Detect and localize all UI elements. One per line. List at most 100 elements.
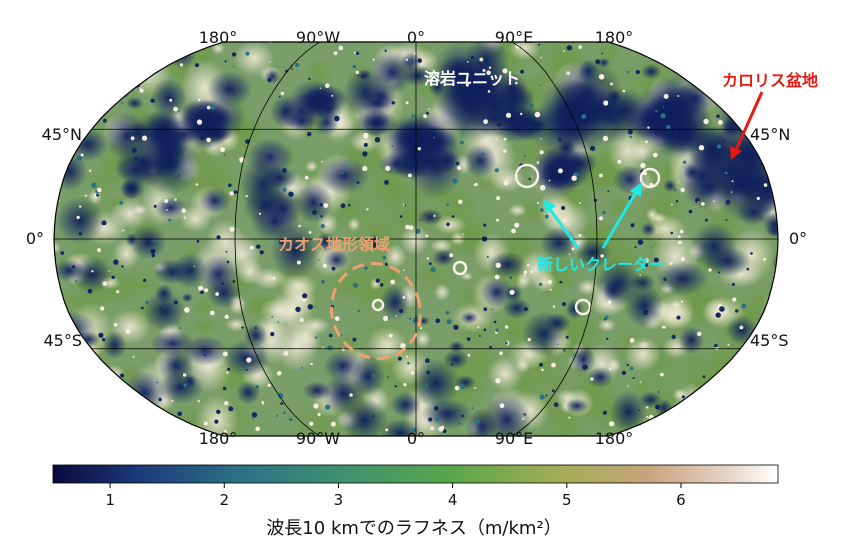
crater-speck	[267, 78, 272, 82]
crater-speck	[224, 401, 229, 406]
crater-speck	[61, 50, 65, 55]
crater-speck	[280, 91, 285, 96]
texture-blob	[157, 370, 204, 404]
texture-blob	[112, 42, 137, 54]
crater-speck	[718, 64, 724, 70]
crater-speck	[780, 410, 783, 413]
texture-blob	[402, 64, 434, 87]
crater-speck	[743, 42, 749, 46]
crater-speck	[713, 200, 715, 202]
crater-speck	[220, 147, 225, 153]
crater-speck	[134, 74, 137, 77]
crater-speck	[522, 417, 525, 420]
crater-speck	[159, 307, 162, 310]
crater-speck	[203, 354, 206, 357]
crater-speck	[356, 181, 360, 184]
crater-speck	[488, 66, 492, 69]
crater-speck	[64, 404, 68, 408]
crater-speck	[343, 367, 346, 369]
caloris-basin-label: カロリス盆地	[722, 71, 818, 90]
crater-speck	[732, 297, 737, 302]
crater-speck	[307, 132, 312, 137]
right-lat-label: 0°	[789, 229, 807, 248]
texture-blob	[347, 217, 361, 232]
crater-speck	[775, 188, 778, 192]
crater-speck	[663, 325, 666, 329]
crater-speck	[539, 84, 541, 87]
crater-speck	[228, 183, 232, 187]
crater-speck	[221, 282, 224, 285]
crater-speck	[216, 111, 219, 114]
crater-speck	[561, 206, 566, 210]
crater-speck	[746, 332, 749, 335]
crater-speck	[81, 332, 84, 335]
crater-speck	[680, 187, 685, 193]
crater-speck	[773, 423, 776, 426]
crater-speck	[339, 239, 341, 241]
crater-speck	[495, 262, 501, 268]
crater-speck	[199, 135, 205, 141]
crater-speck	[638, 409, 641, 412]
crater-speck	[363, 142, 368, 147]
crater-speck	[256, 244, 261, 249]
crater-speck	[535, 133, 537, 135]
crater-speck	[288, 191, 294, 197]
crater-speck	[121, 101, 123, 104]
crater-speck	[307, 304, 313, 310]
top-lon-label: 180°	[595, 28, 634, 47]
crater-speck	[372, 58, 375, 61]
texture-blob	[365, 83, 397, 109]
crater-speck	[483, 328, 487, 332]
crater-speck	[582, 364, 588, 370]
crater-speck	[627, 129, 633, 135]
texture-blob	[150, 78, 187, 118]
crater-speck	[782, 97, 786, 101]
crater-speck	[494, 168, 499, 173]
crater-speck	[384, 262, 388, 266]
crater-speck	[198, 98, 201, 102]
crater-speck	[487, 90, 491, 93]
texture-blob	[701, 382, 726, 403]
crater-speck	[452, 178, 458, 184]
crater-ring	[452, 260, 468, 276]
crater-speck	[677, 95, 680, 97]
crater-speck	[548, 179, 551, 182]
texture-blob	[87, 42, 134, 60]
crater-speck	[91, 270, 94, 273]
crater-speck	[143, 278, 147, 282]
crater-speck	[405, 58, 409, 61]
crater-speck	[269, 61, 271, 63]
crater-speck	[280, 402, 284, 405]
texture-blob	[577, 279, 599, 296]
crater-speck	[697, 201, 699, 203]
crater-speck	[645, 140, 648, 144]
crater-speck	[666, 125, 671, 130]
crater-speck	[59, 200, 61, 202]
crater-speck	[453, 324, 459, 330]
crater-speck	[387, 376, 389, 378]
crater-speck	[319, 203, 324, 207]
texture-blob	[88, 42, 119, 63]
crater-speck	[117, 402, 122, 407]
crater-speck	[600, 254, 604, 258]
crater-speck	[715, 312, 721, 318]
texture-blob	[542, 157, 580, 192]
texture-blob	[138, 53, 155, 72]
crater-speck	[708, 255, 710, 257]
texture-blob	[719, 361, 778, 409]
texture-blob	[779, 370, 792, 383]
crater-speck	[426, 111, 429, 115]
colorbar-tick-label: 6	[676, 491, 686, 509]
texture-blob	[757, 350, 778, 400]
texture-blob	[681, 350, 708, 375]
right-lat-label: 45°S	[750, 331, 789, 350]
texture-blob	[644, 73, 710, 146]
crater-speck	[123, 85, 127, 90]
crater-speck	[461, 414, 464, 418]
texture-blob	[530, 73, 556, 91]
texture-blob	[54, 389, 70, 414]
crater-speck	[435, 416, 440, 422]
crater-speck	[394, 385, 397, 388]
crater-speck	[470, 55, 475, 60]
texture-blob	[724, 400, 749, 423]
